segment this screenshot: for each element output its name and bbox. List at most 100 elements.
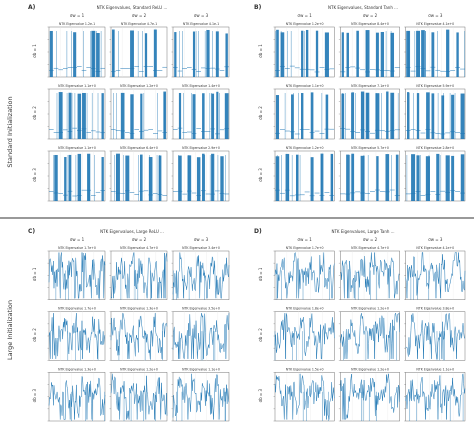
subplot: NTK Eigenvalue 1.8e+0	[273, 307, 335, 361]
subplot-axes	[340, 150, 400, 202]
data-bar	[376, 156, 379, 201]
data-bar	[225, 33, 228, 77]
panel-title: NTK Eigenvalues, Standard ReLU ...	[97, 5, 168, 10]
row-header: σb = 1	[32, 44, 37, 58]
data-line	[274, 252, 335, 299]
row-header: σb = 2	[32, 328, 37, 342]
col-header: σw = 1	[70, 237, 85, 242]
data-bar	[140, 93, 143, 139]
data-bar	[460, 93, 465, 139]
data-bar	[390, 32, 395, 77]
data-bar	[301, 93, 304, 139]
data-bar	[174, 32, 177, 77]
subplot-title: NTK Eigenvalue 1.7e+0	[286, 246, 324, 250]
data-bar	[431, 32, 435, 77]
subplot-title: NTK Eigenvalue 1.2e+0	[351, 367, 389, 371]
panel-b: B) NTK Eigenvalues, Standard Tanh ... σw =…	[254, 4, 466, 202]
subplot: NTK Eigenvalue 1.1e+0	[47, 146, 106, 202]
subplot: NTK Eigenvalue 7.1e+0	[338, 84, 400, 140]
subplot: NTK Eigenvalue 4.7e-1	[109, 22, 168, 78]
data-bar	[112, 29, 115, 77]
subplot-title: NTK Eigenvalue 1.1e+0	[182, 367, 220, 371]
subplot-axes	[405, 88, 466, 140]
data-bar	[436, 153, 440, 201]
data-bar	[87, 153, 91, 201]
data-bar	[305, 29, 309, 77]
data-bar	[416, 30, 420, 77]
subplot-title: NTK Eigenvalue 4.7e+0	[120, 246, 158, 250]
subplot-title: NTK Eigenvalue 1.1e+0	[58, 146, 96, 150]
subplot-title: NTK Eigenvalue 1.2e+0	[351, 307, 389, 311]
row-header: σb = 3	[32, 168, 37, 182]
data-bar	[416, 93, 420, 139]
subplot: NTK Eigenvalue 1.4e+0	[171, 84, 230, 140]
data-bar	[301, 30, 304, 77]
data-bar	[460, 154, 465, 201]
subplot: NTK Eigenvalue 1.3e+0	[47, 367, 106, 422]
data-bar	[82, 92, 86, 139]
data-bar	[416, 155, 420, 201]
data-bar	[49, 30, 53, 78]
data-bar	[192, 94, 196, 139]
data-bar	[130, 30, 134, 77]
data-bar	[116, 153, 120, 201]
subplot: NTK Eigenvalue 1.2e+0	[273, 22, 335, 78]
data-bar	[216, 91, 219, 139]
subplot-title: NTK Eigenvalue 1.3e+0	[58, 367, 96, 371]
data-bar	[163, 91, 166, 139]
col-header: σw = 2	[363, 13, 378, 18]
subplot-title: NTK Eigenvalue 2.9e+0	[182, 146, 220, 150]
data-bar	[386, 91, 389, 139]
row-header: σb = 1	[258, 267, 263, 281]
subplot-axes	[48, 88, 106, 140]
data-bar	[196, 157, 201, 201]
data-bar	[325, 94, 329, 139]
subplot-title: NTK Eigenvalue 4.1e+0	[416, 22, 454, 26]
data-line	[110, 251, 168, 299]
col-header: σw = 3	[428, 13, 443, 18]
subplot: NTK Eigenvalue 3.5e+0	[171, 307, 230, 361]
data-bar	[285, 153, 290, 201]
subplot: NTK Eigenvalue 1.1e+0	[171, 367, 230, 422]
subplot: NTK Eigenvalue 1.7e+0	[47, 307, 106, 361]
data-bar	[275, 95, 280, 139]
data-bar	[360, 155, 365, 201]
side-label-standard: Standard Initialization	[6, 96, 14, 167]
subplot-axes	[48, 150, 106, 202]
subplot: NTK Eigenvalue 1.7e+0	[273, 246, 335, 300]
data-bar	[54, 154, 58, 201]
panel-title: NTK Eigenvalues, Large Tanh ...	[332, 229, 395, 234]
subplot: NTK Eigenvalue 1.2e-1	[47, 22, 106, 78]
data-bar	[120, 92, 125, 139]
data-bar	[187, 155, 192, 201]
data-bar	[351, 92, 355, 139]
data-line	[405, 373, 466, 420]
data-bar	[275, 156, 280, 201]
subplot-axes	[274, 150, 335, 202]
data-bar	[375, 93, 380, 139]
subplot: NTK Eigenvalue 1.2e+0	[338, 307, 400, 361]
row-header: σb = 2	[258, 328, 263, 342]
row-header: σb = 1	[258, 44, 263, 58]
subplot-title: NTK Eigenvalue 1.1e+0	[58, 84, 96, 88]
subplot-title: NTK Eigenvalue 4.7e+0	[351, 246, 389, 250]
data-bar	[320, 153, 324, 201]
subplot-title: NTK Eigenvalue 1.7e+0	[58, 307, 96, 311]
subplot-title: NTK Eigenvalue 1.1e+0	[416, 367, 454, 371]
data-bar	[425, 156, 430, 201]
data-bar	[380, 31, 385, 77]
data-bar	[385, 154, 390, 201]
subplot-title: NTK Eigenvalue 3.4e+0	[182, 246, 220, 250]
data-line	[172, 313, 230, 360]
data-bar	[451, 155, 455, 201]
data-bar	[365, 30, 370, 77]
data-bar	[215, 31, 219, 77]
data-bar	[206, 29, 210, 78]
subplot: NTK Eigenvalue 1.2e+0	[109, 84, 168, 140]
data-bar	[395, 154, 399, 201]
subplot: NTK Eigenvalue 1.2e+0	[273, 146, 335, 202]
data-bar	[360, 91, 365, 139]
row-header: σb = 3	[32, 388, 37, 402]
data-bar	[406, 30, 411, 78]
